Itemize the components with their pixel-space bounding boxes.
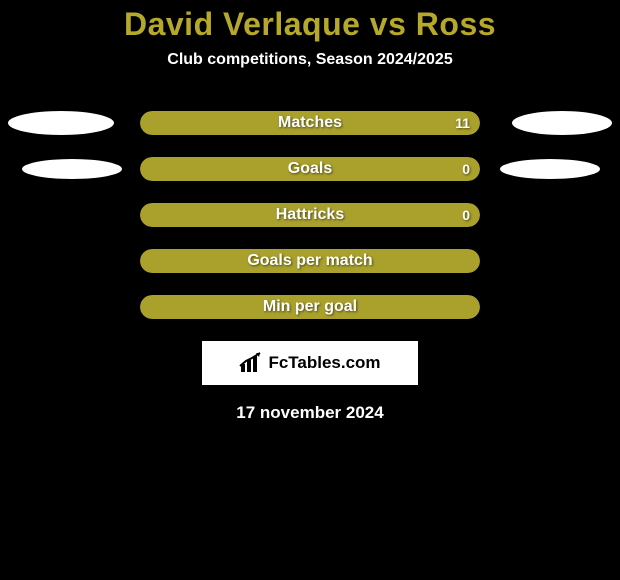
ellipse-right (512, 111, 612, 135)
ellipse-left (22, 159, 122, 179)
logo-text: FcTables.com (268, 353, 380, 373)
stat-row: Min per goal (0, 295, 620, 319)
stat-value: 11 (455, 115, 470, 131)
ellipse-right (500, 159, 600, 179)
stat-value: 0 (462, 161, 470, 177)
logo-inner: FcTables.com (239, 352, 380, 374)
logo-box[interactable]: FcTables.com (202, 341, 418, 385)
stat-bar: Goals per match (140, 249, 480, 273)
stat-bar: Goals0 (140, 157, 480, 181)
stat-row: Goals0 (0, 157, 620, 181)
stat-value: 0 (462, 207, 470, 223)
stat-bar: Hattricks0 (140, 203, 480, 227)
date-line: 17 november 2024 (0, 403, 620, 423)
subtitle: Club competitions, Season 2024/2025 (0, 51, 620, 69)
page-root: David Verlaque vs Ross Club competitions… (0, 0, 620, 580)
stat-label: Matches (140, 114, 480, 132)
stat-label: Goals (140, 160, 480, 178)
stats-rows: Matches11Goals0Hattricks0Goals per match… (0, 111, 620, 319)
stat-row: Goals per match (0, 249, 620, 273)
stat-label: Hattricks (140, 206, 480, 224)
stat-label: Goals per match (140, 252, 480, 270)
ellipse-left (8, 111, 114, 135)
page-title: David Verlaque vs Ross (0, 0, 620, 43)
stat-bar: Matches11 (140, 111, 480, 135)
stat-row: Hattricks0 (0, 203, 620, 227)
bar-chart-icon (239, 352, 265, 374)
stat-row: Matches11 (0, 111, 620, 135)
stat-bar: Min per goal (140, 295, 480, 319)
stat-label: Min per goal (140, 298, 480, 316)
